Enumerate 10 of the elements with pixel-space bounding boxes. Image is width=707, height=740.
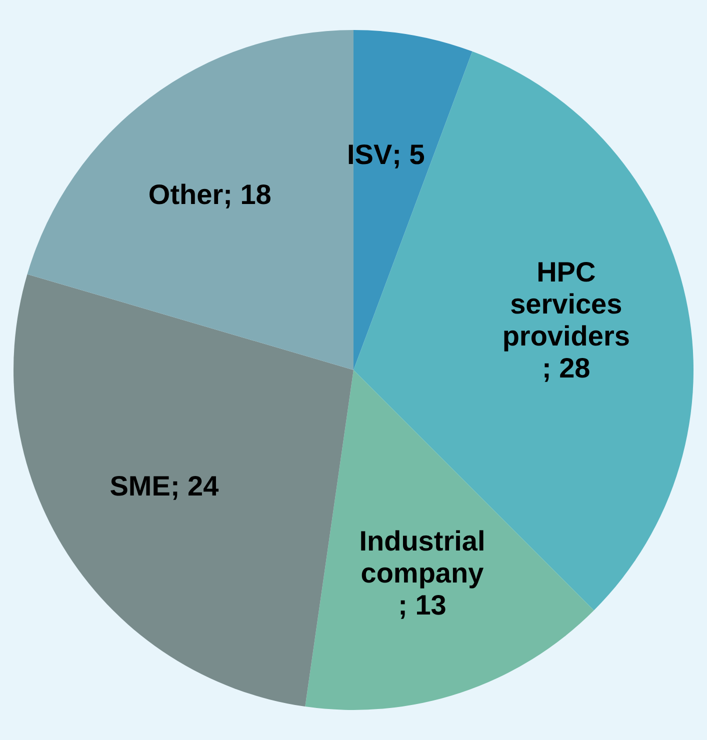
slice-label: SME — [110, 470, 170, 502]
slice-label: ISV — [346, 138, 392, 170]
slice-label: Other — [148, 178, 224, 210]
slice-label: HPC services providers — [502, 256, 630, 352]
data-label: ; 5 — [392, 138, 425, 170]
data-label: ; 13 — [398, 589, 446, 620]
data-label: ; 24 — [170, 470, 220, 502]
slice-label: Industrial company — [359, 525, 486, 588]
data-label: ; 28 — [542, 352, 590, 384]
data-label: ; 18 — [223, 178, 272, 210]
